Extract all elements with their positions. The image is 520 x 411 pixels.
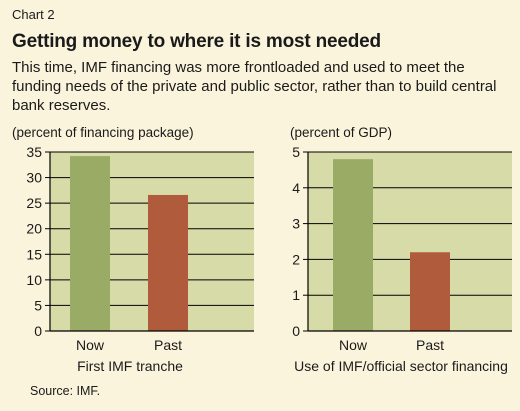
left-y-tick-label: 30 [26, 170, 42, 186]
left-y-tick-label: 35 [26, 144, 42, 160]
source-note: Source: IMF. [30, 384, 101, 398]
left-y-tick-label: 0 [34, 323, 42, 339]
left-chart-unit-label: (percent of financing package) [12, 125, 194, 140]
left-y-tick-label: 25 [26, 195, 42, 211]
left-bar-past [148, 194, 188, 331]
right-y-tick-label: 5 [292, 144, 300, 160]
chart-number: Chart 2 [12, 7, 55, 22]
left-y-tick-label: 5 [34, 297, 42, 313]
right-category-label: Past [416, 337, 444, 353]
left-x-axis-title: First IMF tranche [77, 358, 183, 374]
right-x-axis-title: Use of IMF/official sector financing [294, 358, 508, 374]
left-y-tick-label: 15 [26, 246, 42, 262]
left-category-label: Now [76, 337, 105, 353]
chart-subtitle: This time, IMF financing was more frontl… [12, 59, 497, 114]
right-y-tick-label: 0 [292, 323, 300, 339]
right-y-tick-label: 4 [292, 180, 300, 196]
left-y-tick-label: 10 [26, 272, 42, 288]
left-bar-now [70, 156, 110, 331]
right-category-label: Now [339, 337, 368, 353]
right-y-tick-label: 3 [292, 216, 300, 232]
left-y-tick-label: 20 [26, 221, 42, 237]
right-y-tick-label: 1 [292, 287, 300, 303]
chart-title: Getting money to where it is most needed [12, 31, 381, 52]
right-chart-unit-label: (percent of GDP) [290, 125, 393, 140]
right-bar-past [410, 252, 450, 331]
right-bar-now [333, 159, 373, 331]
left-category-label: Past [154, 337, 182, 353]
right-y-tick-label: 2 [292, 251, 300, 267]
